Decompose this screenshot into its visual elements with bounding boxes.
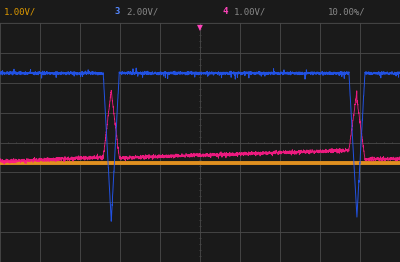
Text: 10.00%/: 10.00%/ xyxy=(328,7,366,16)
Text: 1.00V/: 1.00V/ xyxy=(234,7,266,16)
Text: 2.00V/: 2.00V/ xyxy=(126,7,158,16)
Text: 1.00V/: 1.00V/ xyxy=(4,7,36,16)
Text: 3: 3 xyxy=(114,7,119,16)
Text: 4: 4 xyxy=(222,7,227,16)
Text: ▼: ▼ xyxy=(197,23,203,32)
